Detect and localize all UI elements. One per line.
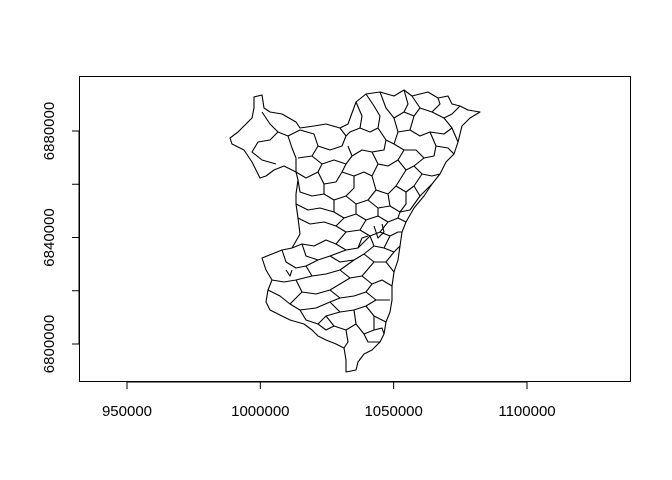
boundary [355,208,379,221]
boundary [317,315,335,331]
boundary [431,105,461,119]
boundary [291,231,347,249]
boundary [451,127,459,143]
boundary [297,217,345,227]
boundary [359,93,381,133]
boundary [373,327,385,335]
boundary [385,261,395,273]
boundary [297,179,325,197]
x-tick-label: 950000 [102,403,152,420]
x-tick-label: 1000000 [231,403,289,420]
boundary [333,309,357,331]
boundary [267,289,303,305]
boundary [277,131,297,172]
boundary [323,176,355,201]
boundary [361,275,393,287]
boundary [357,235,369,249]
boundary [383,245,401,253]
boundary [335,235,371,251]
boundary [295,163,323,179]
boundary [393,143,437,159]
boundary [289,297,341,311]
boundary [317,163,347,185]
boundary [379,231,402,237]
boundary [371,169,407,195]
boundary [329,283,373,299]
x-tick-label: 1050000 [364,403,422,420]
boundary [429,131,455,155]
boundary [345,189,377,205]
boundary [397,217,407,223]
boundary [341,163,379,177]
boundary [311,145,353,165]
plot-frame [79,76,631,382]
boundary [363,251,395,263]
boundary [397,117,453,137]
y-tick-label: 6880000 [41,102,58,160]
boundary [305,259,355,277]
x-axis: 950000 1000000 1050000 1100000 [102,381,556,420]
y-tick-label: 6840000 [41,208,58,266]
boundary [359,221,389,237]
boundary [251,111,279,165]
boundary [397,157,425,171]
boundary [419,97,441,113]
boundary [339,261,375,279]
y-axis: 6800000 6840000 6880000 [41,102,80,373]
boundary [403,89,409,113]
boundary [295,200,335,213]
boundary [365,305,387,323]
boundary [377,211,401,223]
boundary [409,115,415,131]
boundary [317,127,347,151]
x-tick-label: 1100000 [498,403,555,420]
boundary [351,139,387,157]
boundary [365,291,390,301]
boundary [343,329,349,349]
boundary [287,129,319,159]
boundary [369,235,391,249]
boundary [335,219,367,233]
boundary [371,149,405,167]
boundary [373,223,385,239]
boundary [299,309,341,325]
boundary [395,173,423,193]
boundary [399,195,421,213]
boundary [295,277,351,295]
boundary [271,275,313,283]
map-regions [229,89,481,373]
boundary [333,204,357,219]
boundary [285,269,293,277]
y-tick-label: 6800000 [41,315,58,373]
boundary [355,316,375,335]
boundary [281,249,319,269]
boundary [413,183,433,197]
boundary [389,192,407,213]
boundary [367,193,391,209]
boundary [413,165,441,177]
boundary [363,333,380,343]
